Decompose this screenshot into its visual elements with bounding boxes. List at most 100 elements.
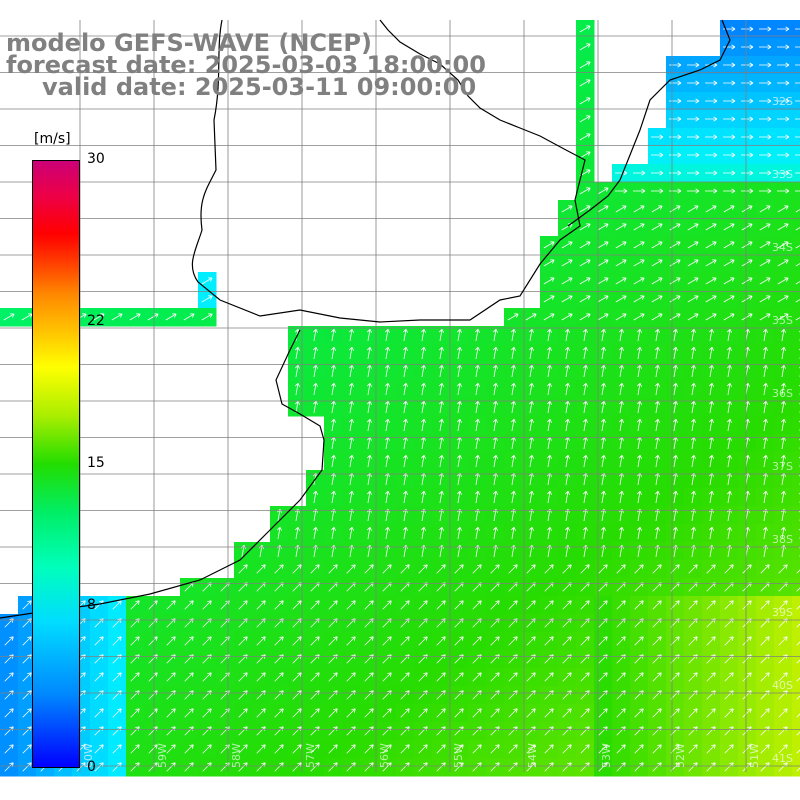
wind-arrow [763, 328, 768, 341]
wind-arrow [4, 672, 14, 682]
wind-arrow [709, 454, 714, 467]
wind-arrow [421, 418, 426, 431]
wind-arrow [547, 364, 552, 377]
wind-arrow [543, 277, 555, 285]
wind-arrow [562, 600, 572, 610]
wind-arrow [619, 490, 624, 503]
wind-arrow [349, 382, 354, 395]
wind-arrow [111, 313, 123, 321]
wind-arrow [328, 564, 338, 574]
wind-arrow [781, 490, 786, 503]
wind-arrow [295, 364, 300, 377]
wind-arrow [705, 241, 717, 249]
wind-arrow [511, 346, 516, 359]
wind-arrow [724, 564, 734, 574]
wind-arrow [454, 672, 464, 682]
wind-arrow [256, 708, 266, 718]
wind-arrow [547, 382, 552, 395]
wind-cell [792, 272, 800, 291]
wind-arrow [580, 600, 590, 610]
wind-arrow [727, 328, 732, 341]
wind-arrow [724, 726, 734, 736]
wind-arrow [292, 600, 302, 610]
wind-arrow [493, 364, 498, 377]
wind-arrow [778, 744, 788, 754]
wind-cell [792, 236, 800, 255]
wind-arrow [669, 152, 682, 158]
wind-arrow [796, 713, 800, 718]
wind-arrow [295, 382, 300, 395]
wind-arrow [759, 295, 771, 303]
wind-arrow [331, 418, 336, 431]
wind-arrow [475, 526, 480, 539]
wind-arrow [331, 400, 336, 413]
wind-arrow [565, 490, 570, 503]
wind-arrow [508, 564, 518, 574]
wind-arrow [637, 328, 642, 341]
wind-arrow [201, 277, 213, 285]
wind-arrow [543, 241, 555, 249]
wind-arrow [598, 672, 608, 682]
wind-arrow [637, 382, 642, 395]
wind-arrow [385, 400, 390, 413]
wind-arrow [723, 116, 736, 122]
wind-arrow [292, 672, 302, 682]
wind-arrow [651, 241, 663, 249]
wind-arrow [490, 636, 500, 646]
wind-arrow [777, 134, 790, 140]
wind-arrow [727, 490, 732, 503]
wind-arrow [615, 188, 628, 194]
wind-arrow [274, 564, 284, 574]
wind-arrow [295, 400, 300, 413]
wind-arrow [457, 364, 462, 377]
wind-cell [792, 686, 800, 705]
wind-arrow [723, 223, 735, 231]
wind-arrow [238, 708, 248, 718]
wind-arrow [565, 364, 570, 377]
wind-arrow [184, 744, 194, 754]
wind-arrow [616, 708, 626, 718]
wind-arrow [508, 636, 518, 646]
wind-arrow [795, 281, 800, 285]
wind-cell [792, 380, 800, 399]
wind-arrow [454, 600, 464, 610]
wind-arrow [652, 564, 662, 574]
wind-arrow [22, 600, 32, 610]
wind-arrow [544, 600, 554, 610]
wind-cell [792, 668, 800, 687]
wind-arrow [310, 636, 320, 646]
wind-arrow [349, 364, 354, 377]
wind-arrow [349, 346, 354, 359]
wind-cell [792, 632, 800, 651]
wind-arrow [673, 454, 678, 467]
wind-arrow [579, 187, 591, 195]
wind-arrow [295, 526, 300, 539]
wind-arrow [687, 295, 699, 303]
wind-arrow [421, 328, 426, 341]
wind-arrow [759, 313, 771, 321]
wind-arrow [616, 600, 626, 610]
wind-arrow [795, 299, 800, 303]
wind-arrow [382, 744, 392, 754]
wind-arrow [777, 313, 789, 321]
wind-arrow [418, 600, 428, 610]
wind-arrow [616, 636, 626, 646]
wind-arrow [741, 44, 754, 50]
wind-speed-field [0, 20, 800, 777]
wind-arrow [21, 313, 33, 321]
wind-arrow [705, 80, 718, 86]
wind-arrow [637, 454, 642, 467]
wind-arrow [526, 744, 536, 754]
wind-arrow [597, 205, 609, 213]
wind-cell [792, 200, 800, 219]
wind-arrow [759, 80, 772, 86]
wind-arrow [511, 400, 516, 413]
wind-arrow [651, 188, 664, 194]
wind-arrow [367, 328, 372, 341]
wind-arrow [310, 672, 320, 682]
wind-arrow [421, 382, 426, 395]
wind-arrow [349, 490, 354, 503]
wind-arrow [580, 744, 590, 754]
wind-arrow [579, 61, 591, 69]
wind-arrow [669, 295, 681, 303]
